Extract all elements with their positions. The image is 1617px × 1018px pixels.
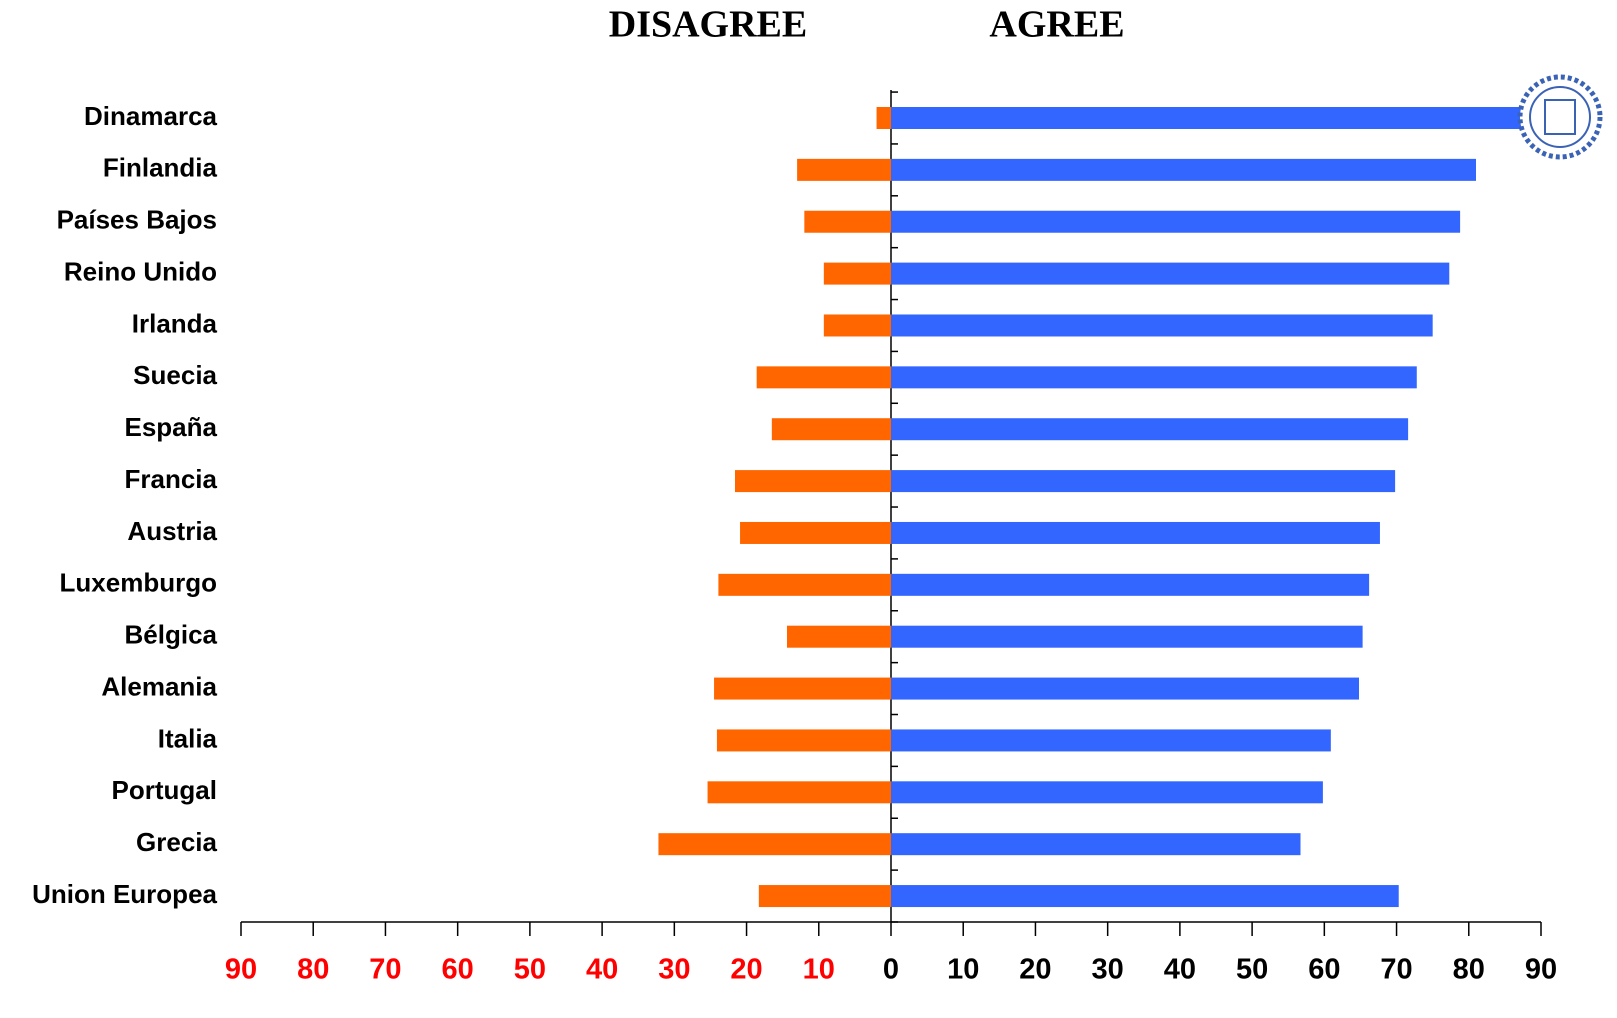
bar bbox=[891, 677, 1359, 700]
category-label: Luxemburgo bbox=[60, 568, 217, 598]
x-tick-label: 20 bbox=[730, 954, 762, 986]
x-tick-label: 40 bbox=[586, 954, 618, 986]
header: AGREE bbox=[989, 4, 1124, 46]
bar bbox=[787, 625, 891, 648]
bar bbox=[891, 158, 1476, 181]
category-label: Suecia bbox=[133, 360, 217, 390]
x-tick-label: 10 bbox=[803, 954, 835, 986]
category-label: Dinamarca bbox=[84, 101, 217, 131]
bar bbox=[891, 418, 1409, 441]
bar bbox=[876, 107, 891, 129]
x-tick-label: 80 bbox=[1453, 954, 1485, 986]
x-tick-label: 80 bbox=[297, 954, 329, 986]
bar bbox=[797, 158, 891, 181]
x-tick-label: 30 bbox=[1092, 954, 1124, 986]
bar bbox=[735, 470, 891, 493]
x-tick-label: 90 bbox=[1525, 954, 1557, 986]
bar bbox=[740, 521, 891, 544]
bar bbox=[718, 573, 891, 596]
category-label: Países Bajos bbox=[57, 205, 217, 235]
x-tick-label: 60 bbox=[1308, 954, 1340, 986]
bar bbox=[891, 625, 1363, 648]
category-label: Union Europea bbox=[32, 879, 217, 909]
x-tick-label: 0 bbox=[883, 954, 899, 986]
category-label: Reino Unido bbox=[64, 256, 217, 286]
bar bbox=[716, 729, 891, 752]
category-label: Portugal bbox=[112, 775, 217, 805]
category-label: Irlanda bbox=[132, 308, 218, 338]
bar bbox=[758, 885, 891, 908]
bar bbox=[891, 210, 1461, 233]
x-tick-label: 60 bbox=[442, 954, 474, 986]
bar bbox=[891, 573, 1370, 596]
bar bbox=[891, 314, 1433, 337]
bar bbox=[771, 418, 891, 441]
bar bbox=[891, 470, 1396, 493]
x-tick-label: 70 bbox=[1380, 954, 1412, 986]
bar bbox=[658, 833, 891, 856]
category-label: Bélgica bbox=[125, 620, 218, 650]
x-tick-label: 10 bbox=[947, 954, 979, 986]
bar bbox=[891, 521, 1380, 544]
bar bbox=[891, 885, 1399, 908]
x-tick-label: 70 bbox=[369, 954, 401, 986]
bar bbox=[891, 262, 1450, 285]
x-tick-label: 30 bbox=[658, 954, 690, 986]
x-tick-label: 40 bbox=[1164, 954, 1196, 986]
bar bbox=[804, 210, 891, 233]
bar bbox=[823, 314, 891, 337]
category-label: Grecia bbox=[136, 827, 217, 857]
bar bbox=[756, 366, 891, 389]
category-label: Alemania bbox=[101, 671, 217, 701]
x-tick-label: 90 bbox=[225, 954, 257, 986]
logo bbox=[1517, 74, 1603, 160]
x-tick-label: 50 bbox=[1236, 954, 1268, 986]
bar bbox=[891, 366, 1417, 389]
bar bbox=[891, 729, 1331, 752]
bar bbox=[823, 262, 891, 285]
category-label: Finlandia bbox=[103, 153, 218, 183]
bar bbox=[891, 833, 1301, 856]
bar bbox=[714, 677, 891, 700]
x-tick-label: 50 bbox=[514, 954, 546, 986]
header: DISAGREE bbox=[609, 4, 808, 46]
bar bbox=[891, 107, 1527, 129]
category-label: España bbox=[125, 412, 218, 442]
category-label: Italia bbox=[158, 723, 218, 753]
category-label: Austria bbox=[127, 516, 217, 546]
bar bbox=[707, 781, 891, 804]
x-tick-label: 20 bbox=[1019, 954, 1051, 986]
category-label: Francia bbox=[125, 464, 218, 494]
bar bbox=[891, 781, 1323, 804]
